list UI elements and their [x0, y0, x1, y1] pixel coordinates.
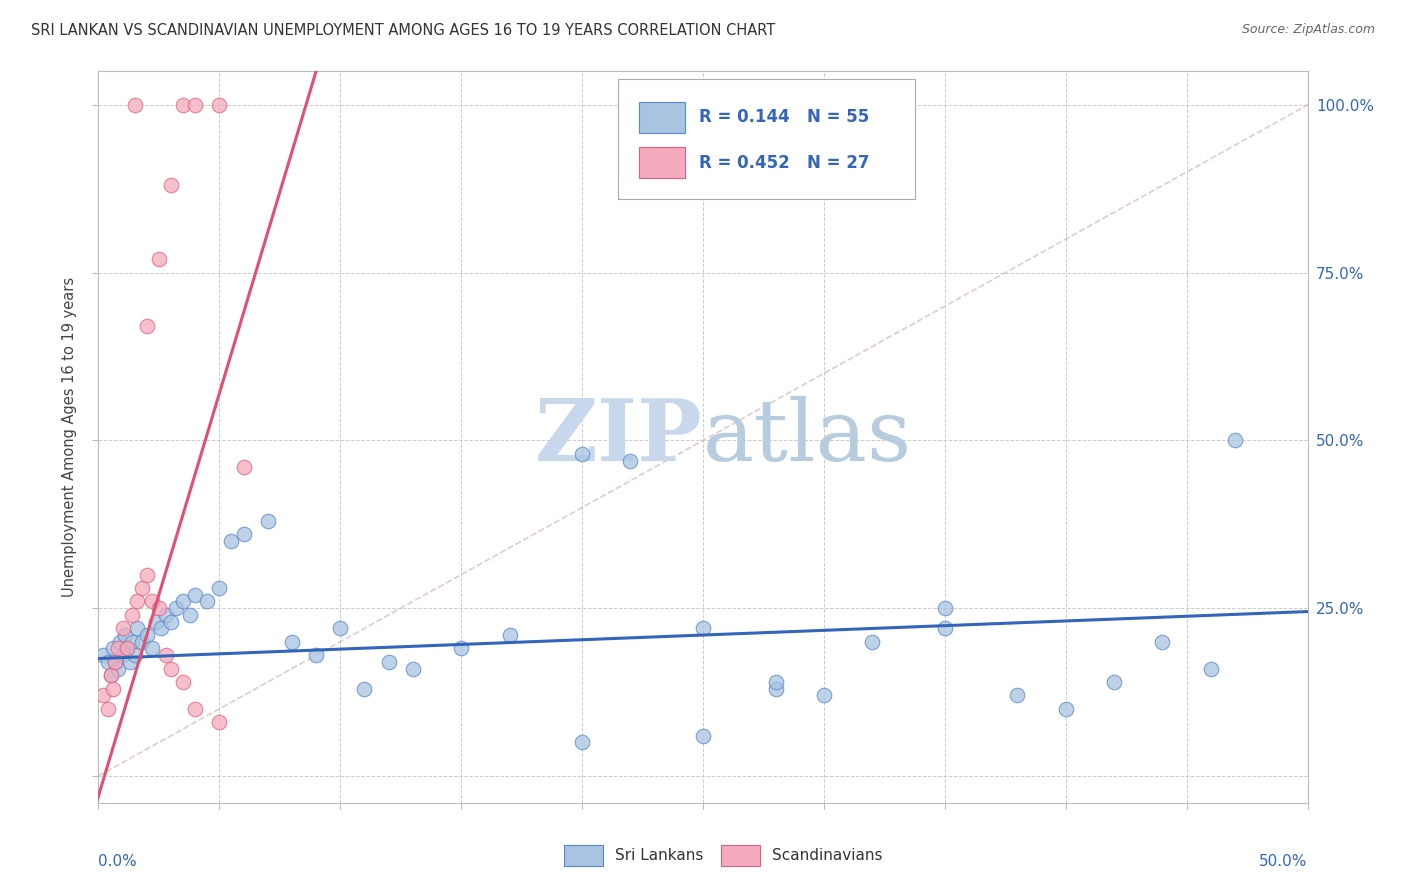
Point: [145, 615, 167, 629]
Point: [107, 662, 129, 676]
Bar: [638, 147, 685, 178]
Point: [571, 735, 593, 749]
Point: [148, 601, 170, 615]
Bar: [721, 846, 759, 866]
Point: [108, 634, 131, 648]
Point: [104, 655, 127, 669]
Point: [1054, 702, 1077, 716]
Point: [117, 641, 139, 656]
Text: 50.0%: 50.0%: [1260, 854, 1308, 869]
Point: [91, 648, 114, 662]
Point: [101, 681, 124, 696]
Point: [135, 319, 157, 334]
Point: [1152, 634, 1174, 648]
Point: [148, 252, 170, 267]
Bar: [564, 846, 603, 866]
Point: [221, 534, 243, 549]
Point: [208, 98, 231, 112]
Point: [377, 655, 399, 669]
Point: [692, 621, 714, 635]
Point: [131, 581, 153, 595]
Point: [121, 607, 143, 622]
Point: [934, 621, 956, 635]
Point: [402, 662, 425, 676]
Point: [179, 607, 201, 622]
Point: [107, 641, 129, 656]
Point: [118, 655, 141, 669]
Point: [97, 655, 120, 669]
Point: [172, 594, 194, 608]
Y-axis label: Unemployment Among Ages 16 to 19 years: Unemployment Among Ages 16 to 19 years: [62, 277, 77, 597]
Point: [329, 621, 352, 635]
Point: [184, 702, 207, 716]
Point: [692, 729, 714, 743]
Text: Scandinavians: Scandinavians: [772, 848, 883, 863]
Point: [155, 607, 177, 622]
Point: [172, 98, 194, 112]
Point: [101, 641, 124, 656]
Point: [353, 681, 375, 696]
Point: [121, 634, 143, 648]
Point: [127, 594, 149, 608]
Point: [160, 178, 183, 193]
Point: [127, 621, 149, 635]
Point: [135, 628, 157, 642]
Point: [450, 641, 472, 656]
Point: [124, 648, 146, 662]
Point: [765, 675, 787, 690]
Point: [172, 675, 194, 690]
Point: [208, 715, 231, 730]
Point: [1223, 434, 1246, 448]
Point: [135, 567, 157, 582]
Point: [498, 628, 520, 642]
Point: [97, 702, 120, 716]
Point: [91, 689, 114, 703]
Point: [111, 621, 134, 635]
Point: [141, 641, 163, 656]
Text: R = 0.452   N = 27: R = 0.452 N = 27: [699, 153, 870, 172]
Text: 0.0%: 0.0%: [98, 854, 138, 869]
Point: [281, 634, 304, 648]
Point: [1199, 662, 1222, 676]
Point: [184, 588, 207, 602]
Text: R = 0.144   N = 55: R = 0.144 N = 55: [699, 109, 870, 127]
Point: [131, 634, 153, 648]
Point: [104, 655, 127, 669]
Point: [111, 648, 134, 662]
Point: [117, 641, 139, 656]
Point: [934, 601, 956, 615]
Point: [160, 662, 183, 676]
Text: SRI LANKAN VS SCANDINAVIAN UNEMPLOYMENT AMONG AGES 16 TO 19 YEARS CORRELATION CH: SRI LANKAN VS SCANDINAVIAN UNEMPLOYMENT …: [31, 23, 775, 38]
Point: [165, 601, 187, 615]
Point: [100, 668, 122, 682]
Point: [160, 615, 183, 629]
Point: [208, 581, 231, 595]
Point: [124, 98, 146, 112]
Point: [114, 628, 136, 642]
Point: [184, 98, 207, 112]
Point: [571, 447, 593, 461]
Point: [1102, 675, 1125, 690]
Point: [141, 594, 163, 608]
Text: Source: ZipAtlas.com: Source: ZipAtlas.com: [1241, 23, 1375, 37]
Text: atlas: atlas: [703, 395, 912, 479]
Point: [860, 634, 883, 648]
Point: [813, 689, 835, 703]
Point: [150, 621, 173, 635]
Point: [155, 648, 177, 662]
Point: [256, 514, 278, 528]
Point: [195, 594, 218, 608]
Point: [232, 460, 254, 475]
Point: [100, 668, 122, 682]
FancyBboxPatch shape: [619, 78, 915, 200]
Point: [1007, 689, 1029, 703]
Text: ZIP: ZIP: [536, 395, 703, 479]
Text: Sri Lankans: Sri Lankans: [614, 848, 703, 863]
Point: [232, 527, 254, 541]
Bar: [638, 102, 685, 133]
Point: [305, 648, 328, 662]
Point: [765, 681, 787, 696]
Point: [619, 453, 641, 467]
